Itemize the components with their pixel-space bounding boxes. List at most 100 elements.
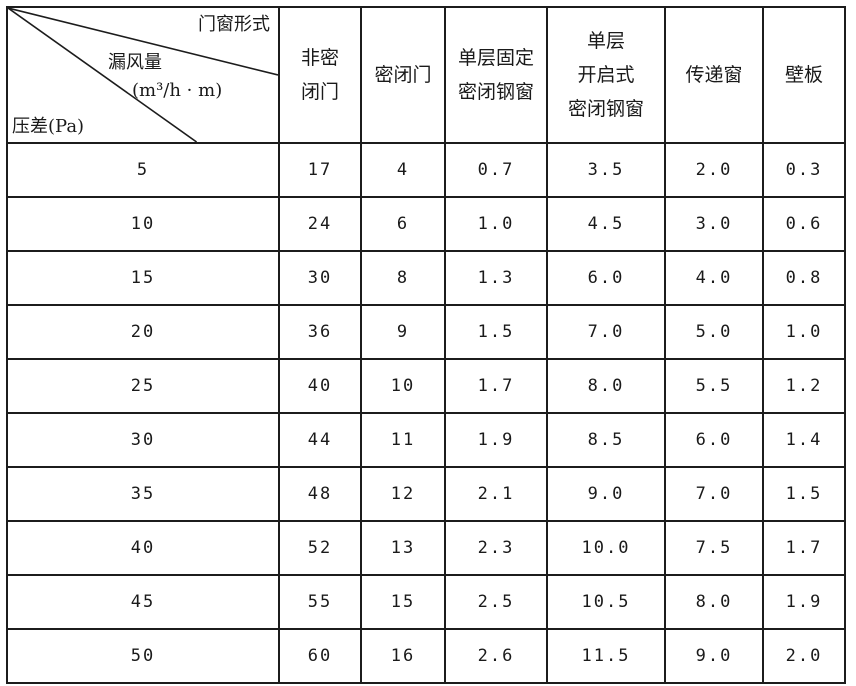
value-cell: 10.0 xyxy=(546,520,666,576)
value-cell: 0.3 xyxy=(762,142,846,198)
column-header-line: 开启式 xyxy=(577,64,635,86)
value-cell: 6 xyxy=(360,196,446,252)
pressure-cell: 45 xyxy=(6,574,280,630)
pressure-cell: 25 xyxy=(6,358,280,414)
value-cell: 1.2 xyxy=(762,358,846,414)
value-cell: 7.0 xyxy=(546,304,666,360)
value-cell: 1.7 xyxy=(444,358,548,414)
table-row: 35 48 12 2.1 9.0 7.0 1.5 xyxy=(6,466,846,522)
pressure-difference-label: 压差(Pa) xyxy=(12,116,85,137)
value-cell: 2.5 xyxy=(444,574,548,630)
column-header-line: 密闭钢窗 xyxy=(567,98,644,120)
value-cell: 24 xyxy=(278,196,362,252)
value-cell: 8 xyxy=(360,250,446,306)
value-cell: 8.0 xyxy=(664,574,764,630)
value-cell: 0.6 xyxy=(762,196,846,252)
air-leakage-table: 门窗形式 漏风量 (m³/h · m) 压差(Pa) 非密闭门 密闭门 单层固定… xyxy=(6,6,846,684)
value-cell: 1.0 xyxy=(444,196,548,252)
column-header: 非密 闭门 xyxy=(278,6,362,144)
value-cell: 7.5 xyxy=(664,520,764,576)
value-cell: 1.9 xyxy=(762,574,846,630)
column-header: 壁板 xyxy=(762,6,846,144)
table-row: 5 17 4 0.7 3.5 2.0 0.3 xyxy=(6,142,846,198)
value-cell: 13 xyxy=(360,520,446,576)
value-cell: 10.5 xyxy=(546,574,666,630)
value-cell: 1.3 xyxy=(444,250,548,306)
air-leakage-label: 漏风量 xyxy=(108,52,162,73)
value-cell: 36 xyxy=(278,304,362,360)
pressure-cell: 30 xyxy=(6,412,280,468)
value-cell: 2.6 xyxy=(444,628,548,684)
pressure-cell: 50 xyxy=(6,628,280,684)
value-cell: 7.0 xyxy=(664,466,764,522)
door-window-type-label: 门窗形式 xyxy=(198,14,270,35)
column-header: 单层固定 密闭钢窗 xyxy=(444,6,548,144)
value-cell: 11.5 xyxy=(546,628,666,684)
column-header-line: 密闭钢窗 xyxy=(457,81,534,103)
table-row: 25 40 10 1.7 8.0 5.5 1.2 xyxy=(6,358,846,414)
value-cell: 60 xyxy=(278,628,362,684)
pressure-cell: 15 xyxy=(6,250,280,306)
value-cell: 1.0 xyxy=(762,304,846,360)
value-cell: 55 xyxy=(278,574,362,630)
column-header: 单层 开启式 密闭钢窗 xyxy=(546,6,666,144)
value-cell: 0.8 xyxy=(762,250,846,306)
column-header-line: 单层 xyxy=(586,30,625,52)
table-row: 45 55 15 2.5 10.5 8.0 1.9 xyxy=(6,574,846,630)
pressure-cell: 10 xyxy=(6,196,280,252)
value-cell: 1.5 xyxy=(444,304,548,360)
value-cell: 8.5 xyxy=(546,412,666,468)
value-cell: 8.0 xyxy=(546,358,666,414)
column-header: 密闭门 xyxy=(360,6,446,144)
value-cell: 15 xyxy=(360,574,446,630)
column-header-line: 非密 xyxy=(300,47,339,69)
pressure-cell: 40 xyxy=(6,520,280,576)
table-row: 40 52 13 2.3 10.0 7.5 1.7 xyxy=(6,520,846,576)
column-header-line: 单层固定 xyxy=(457,47,534,69)
value-cell: 52 xyxy=(278,520,362,576)
column-header: 传递窗 xyxy=(664,6,764,144)
value-cell: 9 xyxy=(360,304,446,360)
value-cell: 12 xyxy=(360,466,446,522)
value-cell: 2.0 xyxy=(664,142,764,198)
value-cell: 48 xyxy=(278,466,362,522)
column-header-line: 传递窗 xyxy=(685,64,743,86)
value-cell: 2.3 xyxy=(444,520,548,576)
value-cell: 4.5 xyxy=(546,196,666,252)
value-cell: 6.0 xyxy=(546,250,666,306)
value-cell: 6.0 xyxy=(664,412,764,468)
column-header-line: 密闭门 xyxy=(374,64,432,86)
column-header-line: 壁板 xyxy=(784,64,823,86)
value-cell: 5.5 xyxy=(664,358,764,414)
value-cell: 2.0 xyxy=(762,628,846,684)
value-cell: 9.0 xyxy=(546,466,666,522)
value-cell: 1.4 xyxy=(762,412,846,468)
table-row: 50 60 16 2.6 11.5 9.0 2.0 xyxy=(6,628,846,684)
value-cell: 11 xyxy=(360,412,446,468)
value-cell: 17 xyxy=(278,142,362,198)
value-cell: 1.7 xyxy=(762,520,846,576)
value-cell: 1.5 xyxy=(762,466,846,522)
pressure-cell: 35 xyxy=(6,466,280,522)
value-cell: 9.0 xyxy=(664,628,764,684)
value-cell: 10 xyxy=(360,358,446,414)
value-cell: 0.7 xyxy=(444,142,548,198)
value-cell: 3.5 xyxy=(546,142,666,198)
table-row: 15 30 8 1.3 6.0 4.0 0.8 xyxy=(6,250,846,306)
pressure-cell: 5 xyxy=(6,142,280,198)
value-cell: 3.0 xyxy=(664,196,764,252)
value-cell: 4.0 xyxy=(664,250,764,306)
value-cell: 40 xyxy=(278,358,362,414)
header-row: 门窗形式 漏风量 (m³/h · m) 压差(Pa) 非密闭门 密闭门 单层固定… xyxy=(6,6,846,144)
value-cell: 16 xyxy=(360,628,446,684)
diagonal-corner-header: 门窗形式 漏风量 (m³/h · m) 压差(Pa) xyxy=(6,6,280,144)
value-cell: 5.0 xyxy=(664,304,764,360)
column-header-line: 闭门 xyxy=(300,81,339,103)
table-row: 20 36 9 1.5 7.0 5.0 1.0 xyxy=(6,304,846,360)
value-cell: 44 xyxy=(278,412,362,468)
value-cell: 2.1 xyxy=(444,466,548,522)
table-row: 30 44 11 1.9 8.5 6.0 1.4 xyxy=(6,412,846,468)
air-leakage-unit-label: (m³/h · m) xyxy=(132,80,223,101)
table-body: 5 17 4 0.7 3.5 2.0 0.3 10 24 6 1.0 4.5 3.0 0.6 15 30 8 1.… xyxy=(6,142,846,684)
